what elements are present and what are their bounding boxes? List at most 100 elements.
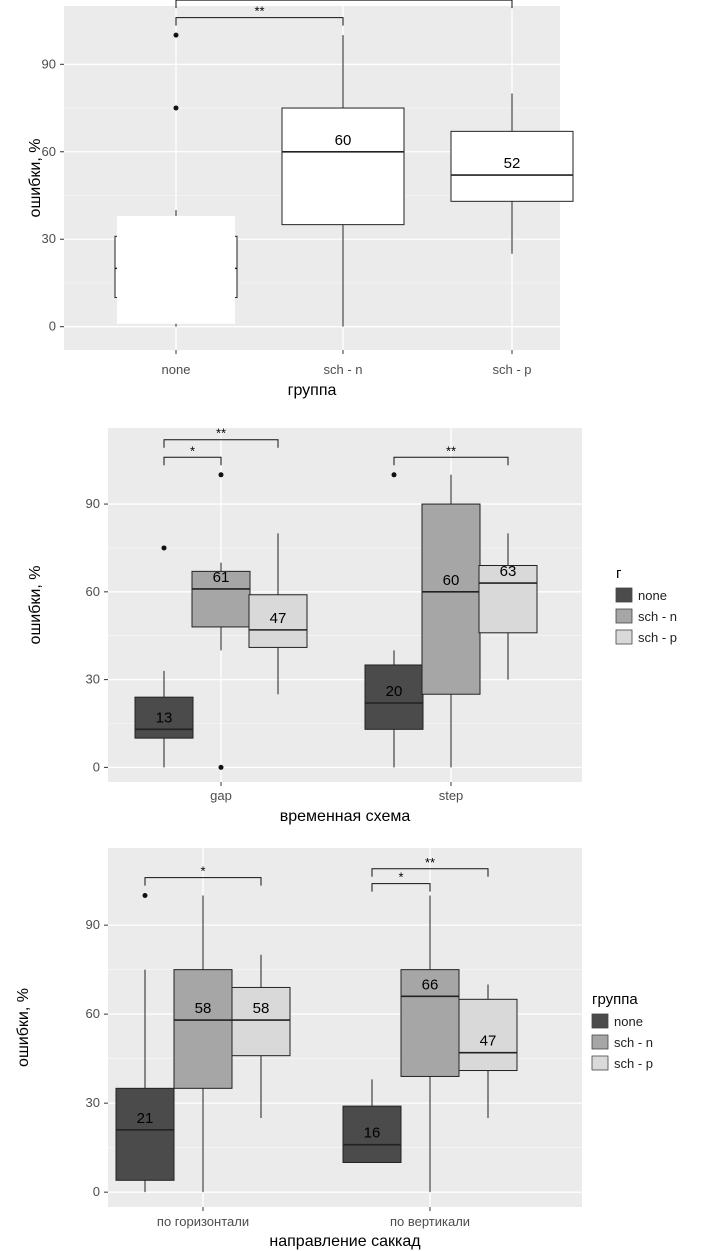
box-body <box>281 107 405 226</box>
box-sch - p-sch - p: 52 <box>450 93 574 254</box>
x-tick-label: sch - n <box>323 362 362 377</box>
box-body <box>450 130 574 202</box>
box-по вертикали-sch - p: 47 <box>458 984 518 1118</box>
median-label: 47 <box>480 1033 497 1050</box>
bracket-label: * <box>200 864 205 879</box>
bracket-label: * <box>398 870 403 885</box>
y-tick-label: 0 <box>49 319 56 334</box>
y-tick-label: 90 <box>86 917 100 932</box>
box-step-none: 20 <box>364 472 424 768</box>
significance-bracket: * <box>163 443 222 466</box>
legend-key-sch-p <box>591 1055 609 1071</box>
legend-label: sch - p <box>638 630 677 645</box>
bracket-label: ** <box>446 443 456 458</box>
y-tick-label: 0 <box>93 1184 100 1199</box>
significance-bracket: ** <box>175 0 513 9</box>
median-label: 63 <box>500 563 517 580</box>
outlier-point <box>173 32 179 38</box>
box-step-sch - p: 63 <box>478 533 538 680</box>
y-axis-title: ошибки, % <box>27 566 44 645</box>
bracket-line <box>393 456 509 466</box>
median-label: 60 <box>335 132 352 149</box>
legend: г none sch - n sch - p <box>615 565 677 645</box>
bracket-line <box>163 439 279 448</box>
legend-key-none <box>591 1013 609 1029</box>
chart-1: 0 30 60 90 none sch - n sch - p 60 52 ** ** ошибки,… <box>27 0 574 399</box>
y-axis-title: ошибки, % <box>15 988 32 1067</box>
x-axis-title: направление саккад <box>269 1233 421 1250</box>
box-body <box>458 998 518 1072</box>
legend-key-sch-n <box>591 1034 609 1050</box>
legend: группа none sch - n sch - p <box>591 991 653 1071</box>
y-axis-title: ошибки, % <box>27 139 44 218</box>
box-sch - n-sch - n: 60 <box>281 35 405 327</box>
box-по горизонтали-sch - n: 58 <box>173 895 233 1193</box>
y-tick-label: 30 <box>86 672 100 687</box>
box-body <box>231 986 291 1057</box>
y-tick-label: 30 <box>42 231 56 246</box>
box-body <box>134 696 194 739</box>
bracket-line <box>163 456 222 466</box>
bracket-line <box>175 17 344 26</box>
y-tick-label: 0 <box>93 759 100 774</box>
median-label: 13 <box>156 709 173 726</box>
x-tick-label: step <box>439 788 464 803</box>
legend-label: sch - n <box>638 609 677 624</box>
legend-key-sch-p <box>615 629 633 645</box>
outlier-point <box>391 472 397 478</box>
box-body <box>478 565 538 634</box>
box-body <box>342 1105 402 1163</box>
bracket-line <box>371 868 489 877</box>
bracket-line <box>175 0 513 9</box>
significance-bracket: ** <box>175 4 344 26</box>
significance-bracket: ** <box>393 443 509 466</box>
legend-title: группа <box>592 991 638 1008</box>
median-label: 58 <box>195 1000 212 1017</box>
box-body <box>173 969 233 1089</box>
significance-bracket: ** <box>163 426 279 448</box>
box-body <box>248 594 308 648</box>
x-axis-title: временная схема <box>280 808 411 825</box>
median-label: 21 <box>137 1110 154 1127</box>
y-tick-label: 60 <box>42 144 56 159</box>
legend-key-none <box>615 587 633 603</box>
x-tick-label: sch - p <box>492 362 531 377</box>
bracket-label: * <box>190 443 195 458</box>
legend-label: sch - n <box>614 1035 653 1050</box>
mask-overlay <box>117 215 235 324</box>
outlier-point <box>142 892 148 898</box>
y-tick-label: 90 <box>42 56 56 71</box>
legend-key-sch-n <box>615 608 633 624</box>
bracket-label: ** <box>254 4 264 19</box>
median-label: 16 <box>364 1125 381 1142</box>
x-tick-label: по горизонтали <box>157 1214 249 1229</box>
median-label: 61 <box>213 569 230 586</box>
y-tick-label: 60 <box>86 584 100 599</box>
x-tick-label: gap <box>210 788 232 803</box>
x-tick-label: none <box>162 362 191 377</box>
bracket-label: ** <box>425 855 435 870</box>
chart-3: 0 30 60 90 по горизонтали по вертикали 21 58 58 1… <box>15 848 653 1250</box>
median-label: 60 <box>443 572 460 589</box>
box-gap-none: 13 <box>134 545 194 768</box>
outlier-point <box>218 764 224 770</box>
outlier-point <box>161 545 167 551</box>
median-label: 66 <box>422 976 439 993</box>
box-по вертикали-none: 16 <box>342 1079 402 1163</box>
median-label: 58 <box>253 1000 270 1017</box>
legend-label: none <box>638 588 667 603</box>
median-label: 47 <box>270 610 287 627</box>
y-tick-label: 90 <box>86 496 100 511</box>
y-tick-label: 60 <box>86 1006 100 1021</box>
median-label: 52 <box>504 155 521 172</box>
box-body <box>421 503 481 695</box>
box-gap-sch - p: 47 <box>248 533 308 695</box>
box-body <box>364 664 424 730</box>
significance-bracket: * <box>371 870 431 892</box>
y-tick-label: 30 <box>86 1095 100 1110</box>
box-по горизонтали-sch - p: 58 <box>231 954 291 1118</box>
legend-label: none <box>614 1014 643 1029</box>
bracket-line <box>371 883 431 892</box>
